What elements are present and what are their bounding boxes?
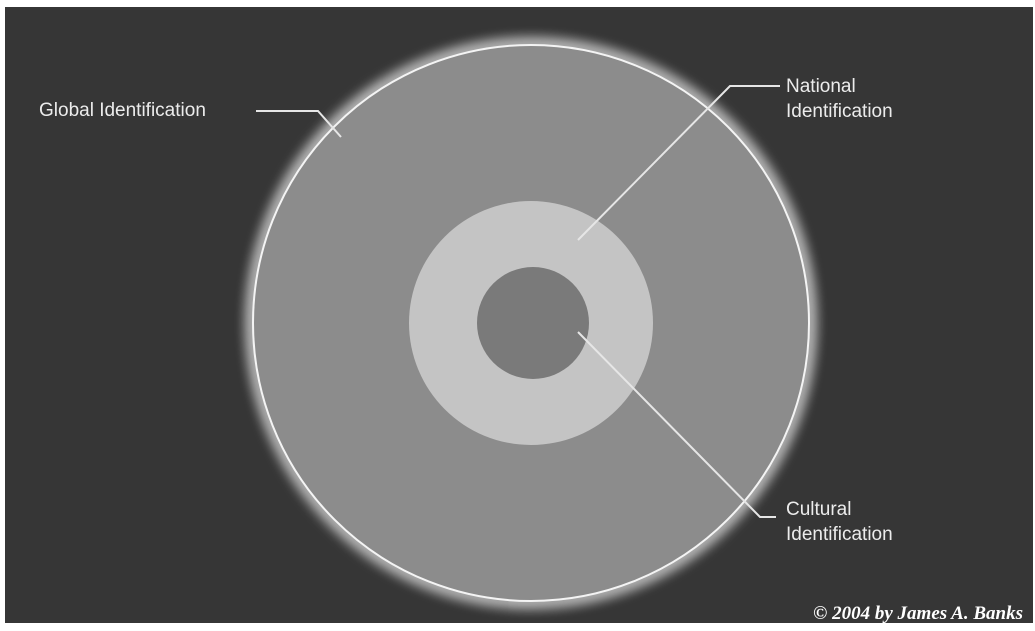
global-leader-line — [256, 110, 342, 138]
cultural-leader-line — [577, 331, 776, 518]
copyright-notice: © 2004 by James A. Banks — [813, 603, 1023, 624]
national-identification-label: National Identification — [786, 76, 893, 122]
cultural-identification-label: Cultural Identification — [786, 499, 893, 545]
national-leader-line — [577, 85, 780, 241]
global-identification-label: Global Identification — [39, 100, 206, 121]
cultural-identification-circle — [477, 267, 589, 379]
